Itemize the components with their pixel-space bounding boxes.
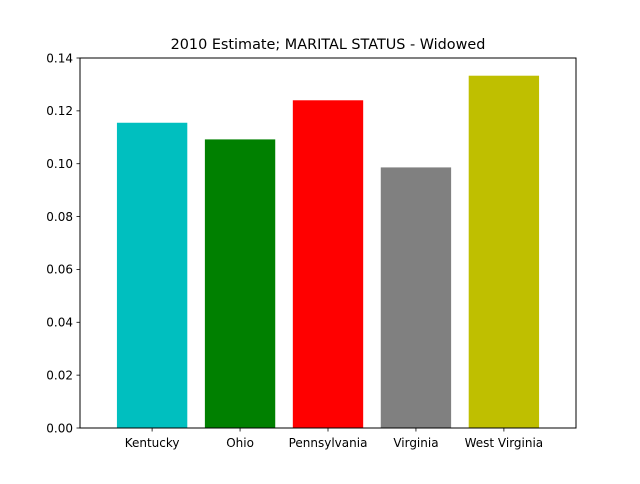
y-tick-label: 0.02 [46, 368, 73, 382]
bar-virginia [380, 167, 452, 428]
x-axis: Kentucky Ohio Pennsylvania Virginia West Vir… [125, 428, 543, 450]
x-tick-label: Kentucky [125, 436, 180, 450]
x-tick-label: Ohio [226, 436, 254, 450]
y-tick-label: 0.12 [46, 104, 73, 118]
bar-pennsylvania [292, 100, 364, 429]
y-tick-label: 0.08 [46, 210, 73, 224]
y-tick-label: 0.06 [46, 263, 73, 277]
x-tick-label: West Virginia [465, 436, 544, 450]
chart-title: 2010 Estimate; MARITAL STATUS - Widowed [171, 37, 486, 53]
bar-kentucky [116, 122, 188, 428]
y-axis: 0.00 0.02 0.04 0.06 0.08 0.10 0.12 0.14 [46, 51, 80, 435]
bar-west-virginia [468, 75, 540, 428]
bar-ohio [204, 139, 276, 428]
bars-layer [116, 75, 540, 429]
y-tick-label: 0.00 [46, 421, 73, 435]
y-tick-label: 0.14 [46, 51, 73, 65]
plot-frame [79, 57, 577, 429]
y-tick-label: 0.04 [46, 316, 73, 330]
y-tick-label: 0.10 [46, 157, 73, 171]
x-tick-label: Virginia [393, 436, 438, 450]
x-tick-label: Pennsylvania [289, 436, 368, 450]
